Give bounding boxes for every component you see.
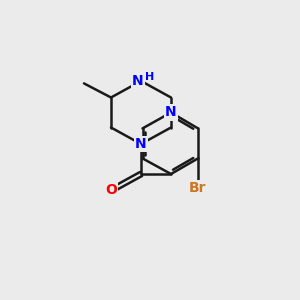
Text: Br: Br	[189, 182, 207, 195]
Text: N: N	[135, 137, 147, 151]
Text: O: O	[105, 184, 117, 197]
Text: N: N	[132, 74, 144, 88]
Text: H: H	[145, 72, 154, 82]
Text: N: N	[165, 106, 177, 119]
